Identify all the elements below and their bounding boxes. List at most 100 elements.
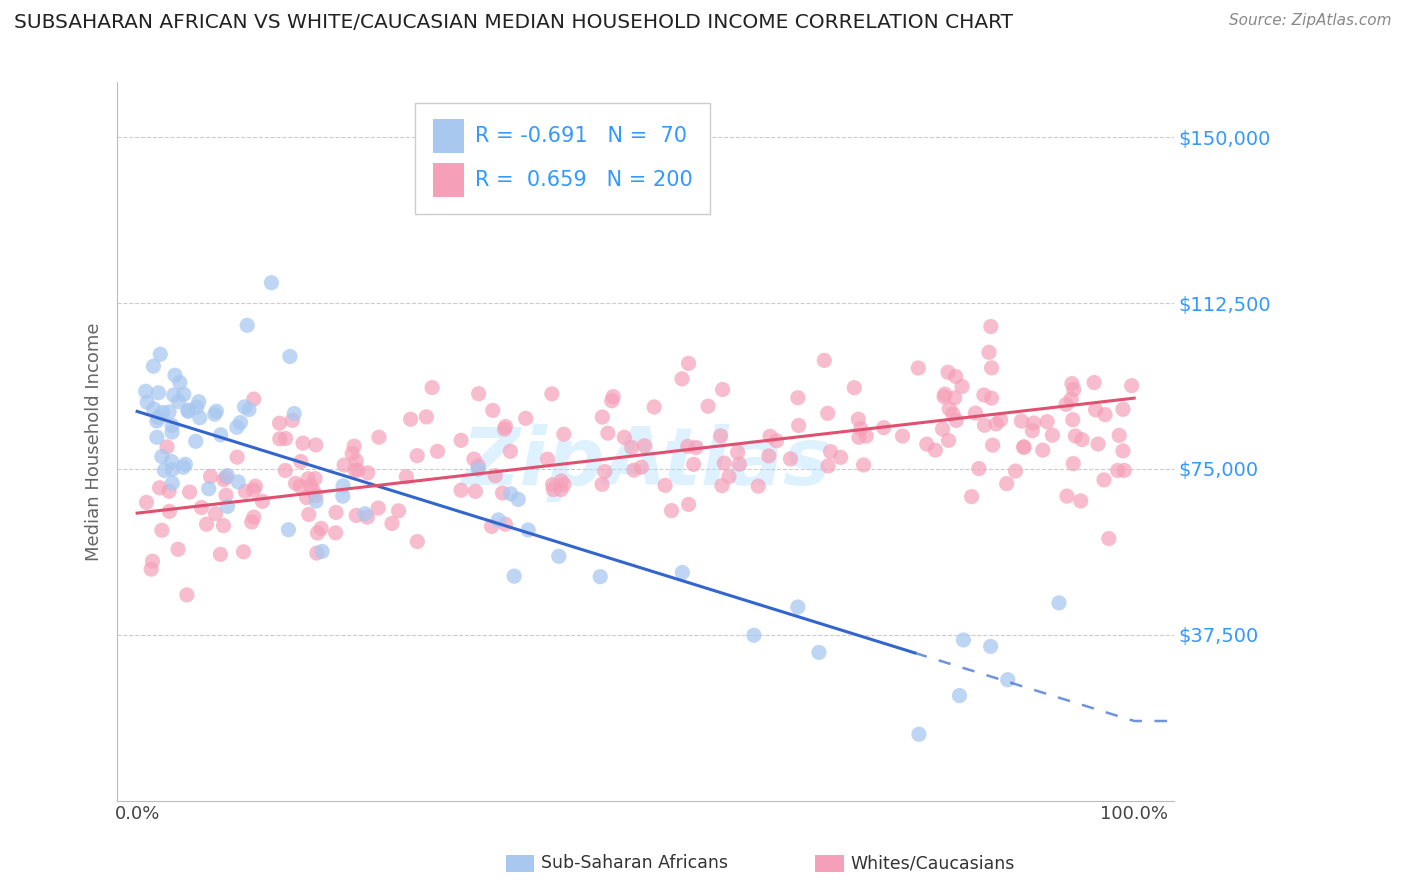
Point (997, 673, 1019, 687)
Point (623, 463, 645, 477)
Point (960, 490, 983, 504)
Point (873, 420, 896, 434)
Point (1083, 376, 1105, 390)
Point (931, 422, 953, 436)
Point (278, 350, 301, 364)
Point (536, 452, 558, 467)
Point (967, 461, 990, 475)
Point (787, 418, 810, 433)
Point (1062, 413, 1084, 427)
Point (820, 444, 842, 458)
Point (204, 507, 226, 521)
Point (406, 449, 429, 463)
Point (311, 544, 333, 558)
Point (934, 387, 956, 401)
Point (235, 484, 257, 499)
Point (135, 495, 157, 509)
Point (965, 406, 987, 420)
Point (135, 384, 157, 399)
Point (499, 444, 522, 458)
Point (1087, 437, 1109, 451)
Point (550, 483, 572, 497)
Point (277, 523, 299, 537)
Point (682, 458, 704, 472)
Point (238, 402, 260, 417)
Point (354, 507, 377, 521)
Point (141, 554, 163, 568)
Point (779, 451, 801, 466)
Point (209, 427, 232, 442)
Point (600, 393, 623, 408)
Point (420, 381, 443, 395)
Y-axis label: Median Household Income: Median Household Income (86, 322, 103, 560)
Point (602, 390, 624, 404)
Point (368, 430, 391, 444)
Point (481, 403, 503, 417)
Point (710, 429, 733, 443)
Point (305, 438, 328, 452)
Point (245, 479, 267, 493)
Point (173, 387, 195, 401)
Point (765, 434, 787, 448)
Point (852, 458, 875, 472)
Point (943, 391, 966, 405)
Point (467, 462, 489, 476)
Point (1032, 443, 1054, 458)
Point (541, 387, 564, 401)
Point (924, 443, 946, 458)
Point (915, 437, 938, 451)
Point (848, 430, 870, 444)
Point (188, 410, 211, 425)
Text: ZipAtlas: ZipAtlas (461, 424, 831, 502)
Point (160, 425, 183, 439)
Point (938, 434, 960, 448)
Point (654, 478, 676, 492)
Point (591, 410, 613, 425)
Point (148, 410, 170, 425)
Point (589, 570, 612, 584)
Point (307, 526, 329, 541)
Point (347, 463, 370, 477)
Point (1036, 415, 1059, 429)
Point (697, 399, 720, 413)
Point (290, 454, 312, 468)
Point (713, 456, 735, 470)
Point (297, 472, 319, 486)
Point (160, 418, 183, 433)
Point (187, 394, 209, 409)
Point (387, 504, 409, 518)
Point (759, 429, 782, 443)
Point (190, 500, 212, 515)
Point (747, 479, 769, 493)
Point (849, 421, 872, 435)
Point (1063, 383, 1085, 397)
Point (343, 463, 366, 477)
Point (332, 489, 354, 503)
Point (678, 356, 700, 370)
Point (302, 483, 325, 498)
Point (399, 412, 422, 426)
Point (381, 516, 404, 531)
Point (758, 449, 780, 463)
Point (176, 588, 198, 602)
Point (283, 407, 305, 421)
Point (484, 468, 506, 483)
Point (142, 359, 165, 374)
Point (981, 438, 1004, 452)
Point (948, 689, 970, 703)
Point (643, 400, 665, 414)
Point (242, 392, 264, 406)
Point (215, 470, 238, 484)
Point (671, 566, 693, 580)
Point (1056, 489, 1078, 503)
Text: Sub-Saharan Africans: Sub-Saharan Africans (541, 855, 728, 872)
Point (169, 376, 191, 390)
Point (177, 404, 200, 418)
Point (685, 441, 707, 455)
Point (252, 494, 274, 508)
Point (160, 463, 183, 477)
Point (1047, 596, 1070, 610)
Point (494, 422, 516, 436)
Point (995, 476, 1018, 491)
Point (1060, 376, 1083, 391)
